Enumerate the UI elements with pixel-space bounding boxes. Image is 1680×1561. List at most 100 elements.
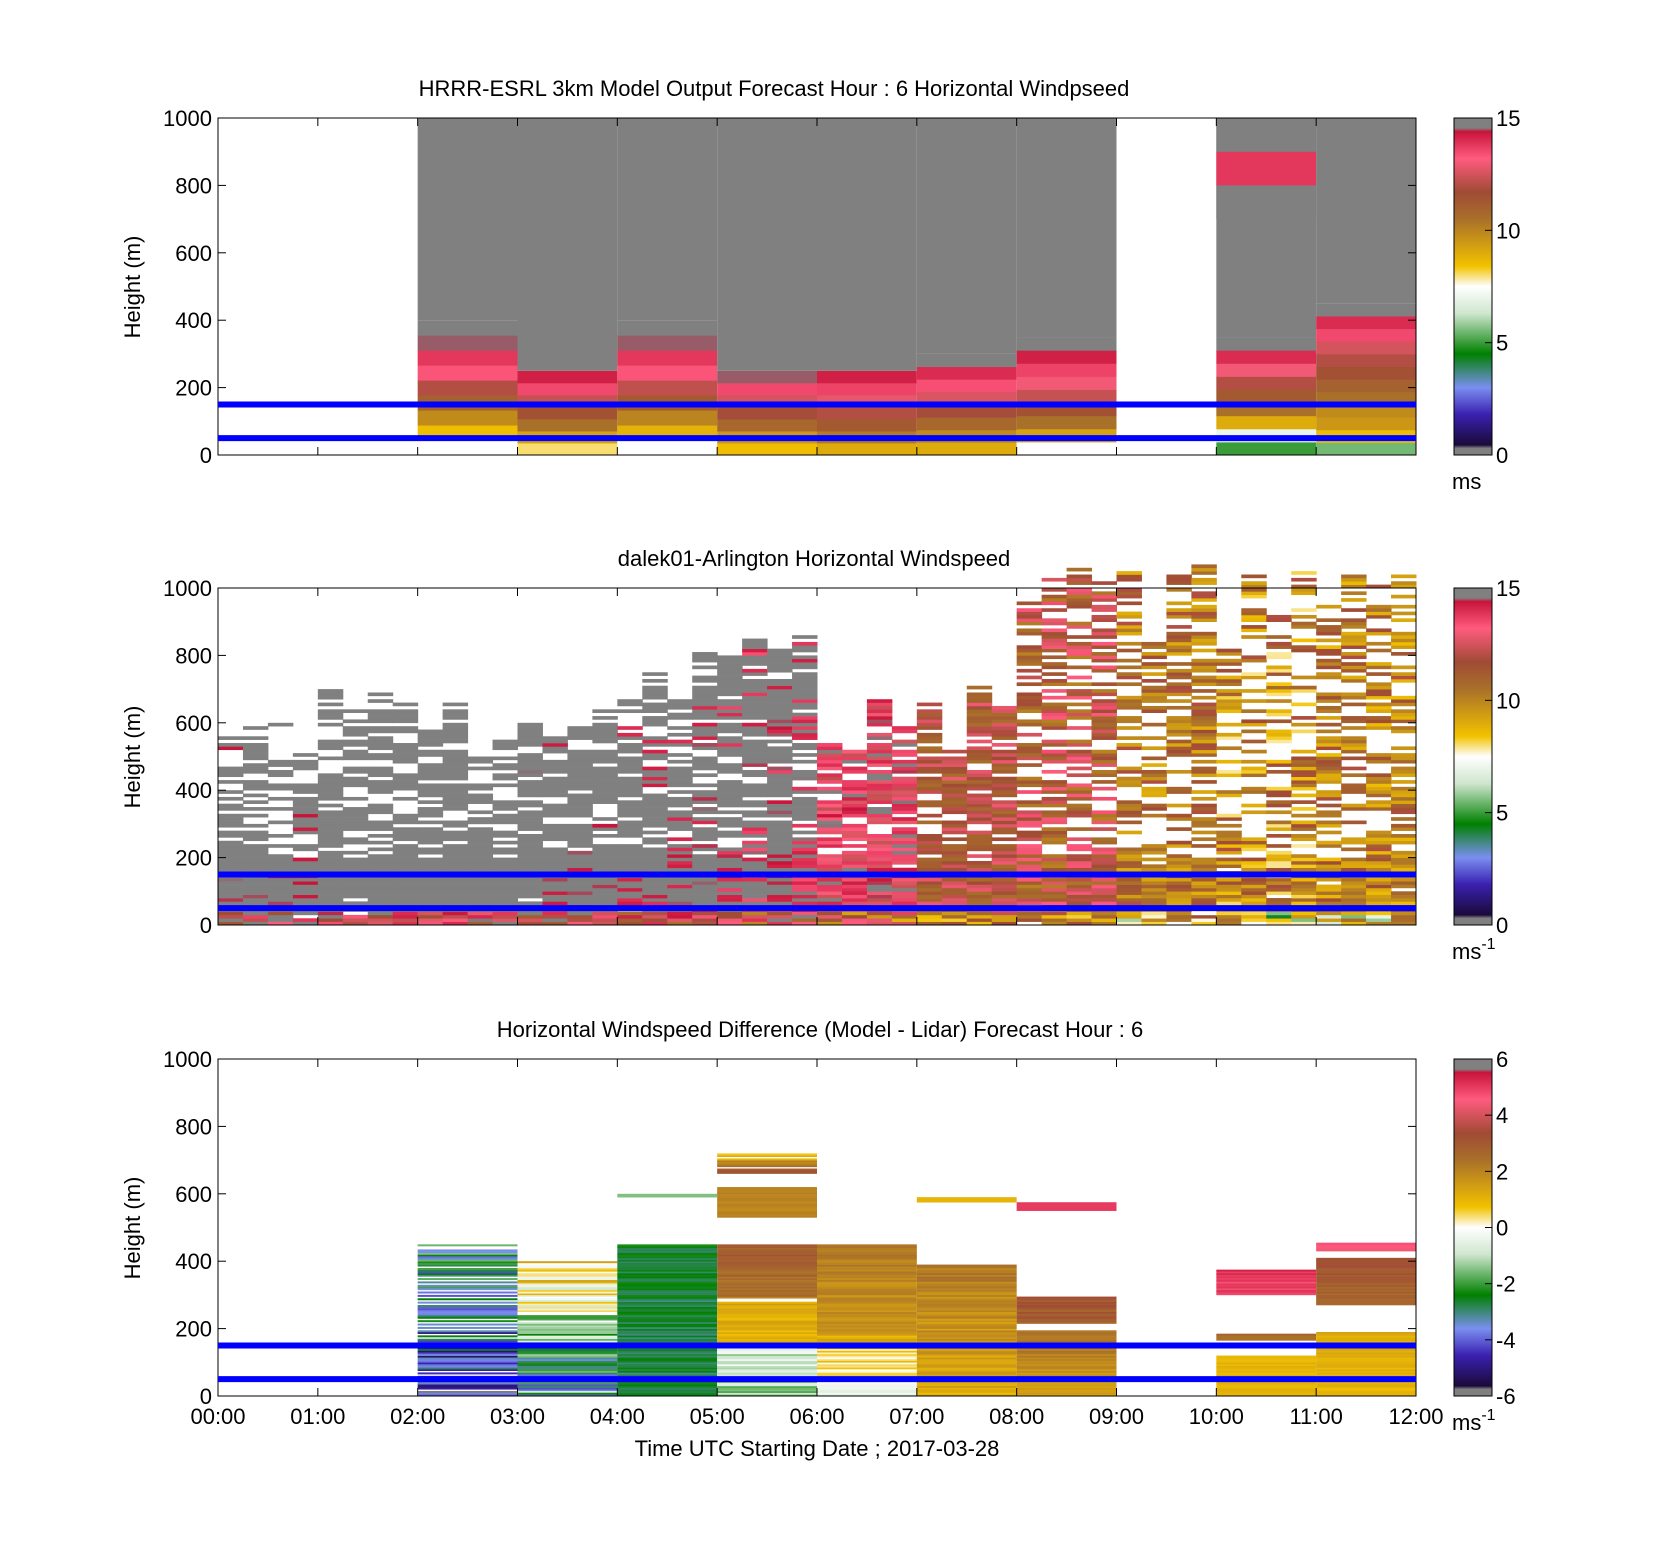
heatmap-cell: [916, 1335, 1017, 1338]
heatmap-cell: [492, 857, 518, 862]
heatmap-cell: [1366, 628, 1392, 633]
heatmap-cell: [717, 1301, 817, 1304]
heatmap-cell: [1341, 783, 1367, 788]
heatmap-cell: [467, 810, 494, 815]
heatmap-cell: [617, 320, 718, 336]
heatmap-cell: [767, 726, 793, 730]
heatmap-cell: [1116, 830, 1142, 835]
heatmap-cell: [492, 756, 518, 761]
heatmap-cell: [1166, 803, 1192, 808]
heatmap-cell: [1291, 648, 1317, 653]
heatmap-cell: [542, 807, 568, 811]
heatmap-cell: [617, 1348, 718, 1351]
heatmap-cell: [1166, 625, 1192, 629]
heatmap-cell: [717, 810, 743, 815]
heatmap-cell: [717, 1269, 817, 1272]
heatmap-cell: [1166, 577, 1192, 582]
heatmap-cell: [317, 695, 344, 700]
heatmap-cell: [492, 887, 518, 892]
heatmap-cell: [1316, 1261, 1416, 1264]
heatmap-cell: [342, 813, 369, 818]
heatmap-cell: [567, 914, 593, 919]
heatmap-cell: [1341, 591, 1367, 596]
heatmap-cell: [1316, 1246, 1416, 1249]
heatmap-cell: [991, 803, 1018, 808]
heatmap-cell: [1191, 901, 1217, 906]
heatmap-cell: [1191, 702, 1217, 707]
heatmap-cell: [1266, 736, 1292, 740]
heatmap-cell: [292, 911, 319, 916]
heatmap-cell: [367, 736, 394, 740]
heatmap-cell: [817, 1311, 917, 1314]
y-tick-label: 1000: [163, 1047, 212, 1072]
heatmap-cell: [1066, 625, 1093, 629]
heatmap-cell: [342, 894, 369, 899]
heatmap-cell: [1216, 837, 1242, 842]
heatmap-cell: [916, 1301, 1017, 1304]
heatmap-cell: [1291, 702, 1317, 707]
heatmap-cell: [667, 817, 693, 821]
heatmap-cell: [267, 867, 294, 872]
heatmap-cell: [1166, 887, 1192, 892]
heatmap-cell: [617, 380, 718, 396]
heatmap-cell: [866, 759, 893, 764]
heatmap-cell: [667, 699, 693, 703]
heatmap-cell: [492, 840, 518, 845]
heatmap-cell: [916, 1267, 1017, 1270]
heatmap-cell: [1041, 803, 1068, 808]
heatmap-cell: [767, 739, 793, 744]
heatmap-cell: [292, 803, 319, 808]
heatmap-cell: [1041, 837, 1068, 842]
heatmap-cell: [966, 776, 993, 781]
heatmap-cell: [617, 1387, 718, 1390]
heatmap-cell: [367, 834, 394, 838]
heatmap-cell: [1316, 658, 1342, 663]
heatmap-cell: [667, 837, 693, 842]
heatmap-cell: [1216, 1338, 1317, 1341]
heatmap-cell: [617, 1357, 718, 1360]
heatmap-cell: [417, 1367, 518, 1370]
heatmap-cell: [692, 800, 718, 804]
heatmap-cell: [966, 759, 993, 764]
heatmap-cell: [667, 803, 693, 808]
heatmap-cell: [367, 739, 394, 744]
heatmap-cell: [492, 817, 518, 821]
heatmap-cell: [1091, 911, 1117, 916]
heatmap-cell: [417, 1313, 518, 1316]
heatmap-cell: [717, 406, 817, 420]
heatmap-cell: [617, 803, 643, 808]
heatmap-cell: [1316, 911, 1342, 916]
heatmap-cell: [1041, 827, 1068, 831]
heatmap-cells: [417, 1153, 1416, 1397]
heatmap-cell: [1116, 736, 1142, 740]
heatmap-cell: [1066, 884, 1093, 889]
heatmap-cell: [941, 911, 968, 916]
heatmap-cell: [742, 847, 768, 852]
heatmap-cell: [1016, 1298, 1117, 1301]
heatmap-cell: [1341, 766, 1367, 771]
heatmap-cell: [1041, 810, 1068, 815]
heatmap-cell: [717, 1261, 817, 1264]
heatmap-cell: [592, 914, 618, 919]
heatmap-cell: [1366, 719, 1392, 724]
heatmap-cell: [417, 1301, 518, 1304]
heatmap-cell: [218, 891, 244, 895]
heatmap-cell: [517, 810, 543, 815]
heatmap-cell: [642, 881, 668, 885]
heatmap-cell: [392, 743, 419, 747]
heatmap-cell: [642, 769, 668, 774]
heatmap-cell: [417, 1278, 518, 1281]
heatmap-cell: [792, 722, 818, 727]
heatmap-cell: [916, 712, 943, 717]
heatmap-cell: [742, 877, 768, 882]
heatmap-cell: [1216, 790, 1242, 794]
heatmap-cell: [1166, 689, 1192, 693]
heatmap-cell: [292, 857, 319, 862]
heatmap-cell: [1316, 366, 1416, 380]
heatmap-cell: [417, 1382, 518, 1385]
heatmap-cell: [966, 692, 993, 697]
heatmap-cell: [242, 881, 269, 885]
heatmap-cell: [1066, 786, 1093, 791]
heatmap-cell: [717, 823, 743, 828]
